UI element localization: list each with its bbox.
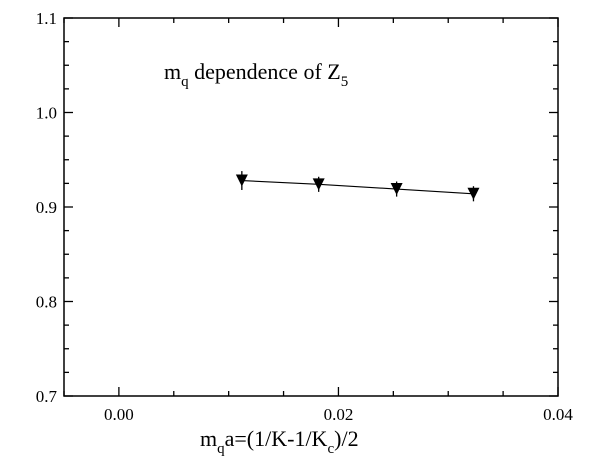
title-sub-5: 5	[341, 74, 349, 90]
title-m: m	[164, 59, 181, 84]
y-tick-label: 1.0	[36, 104, 57, 123]
x-axis-label: mqa=(1/K-1/Kc)/2	[200, 426, 359, 457]
data-points	[235, 171, 480, 202]
data-point	[467, 186, 480, 202]
title-mid: dependence of Z	[189, 59, 341, 84]
y-tick-label: 0.9	[36, 198, 57, 217]
y-tick-label: 0.8	[36, 293, 57, 312]
xlabel-mid: a=(1/K-1/K	[225, 426, 328, 451]
xlabel-end: )/2	[334, 426, 358, 451]
data-point	[235, 171, 248, 190]
triangle-marker	[312, 178, 325, 191]
chart-title: mq dependence of Z5	[164, 59, 348, 90]
data-point	[312, 176, 325, 192]
fit-line-group	[241, 179, 474, 195]
x-tick-label: 0.00	[104, 405, 134, 424]
xlabel-sub-q: q	[217, 441, 225, 457]
y-tick-label: 0.7	[36, 387, 58, 406]
data-point	[390, 181, 403, 197]
tick-labels: 0.00 0.02 0.04 0.7 0.8 0.9 1.0 1.1	[36, 9, 574, 424]
xlabel-m: m	[200, 426, 217, 451]
y-tick-label: 1.1	[36, 9, 57, 28]
xlabel-sub-c: c	[327, 441, 334, 457]
triangle-marker	[235, 174, 248, 187]
title-sub-q: q	[181, 74, 189, 90]
ticks	[63, 17, 559, 397]
x-tick-label: 0.02	[324, 405, 354, 424]
triangle-marker	[467, 187, 480, 200]
triangle-marker	[390, 183, 403, 196]
x-tick-label: 0.04	[543, 405, 573, 424]
fit-line	[241, 179, 474, 195]
